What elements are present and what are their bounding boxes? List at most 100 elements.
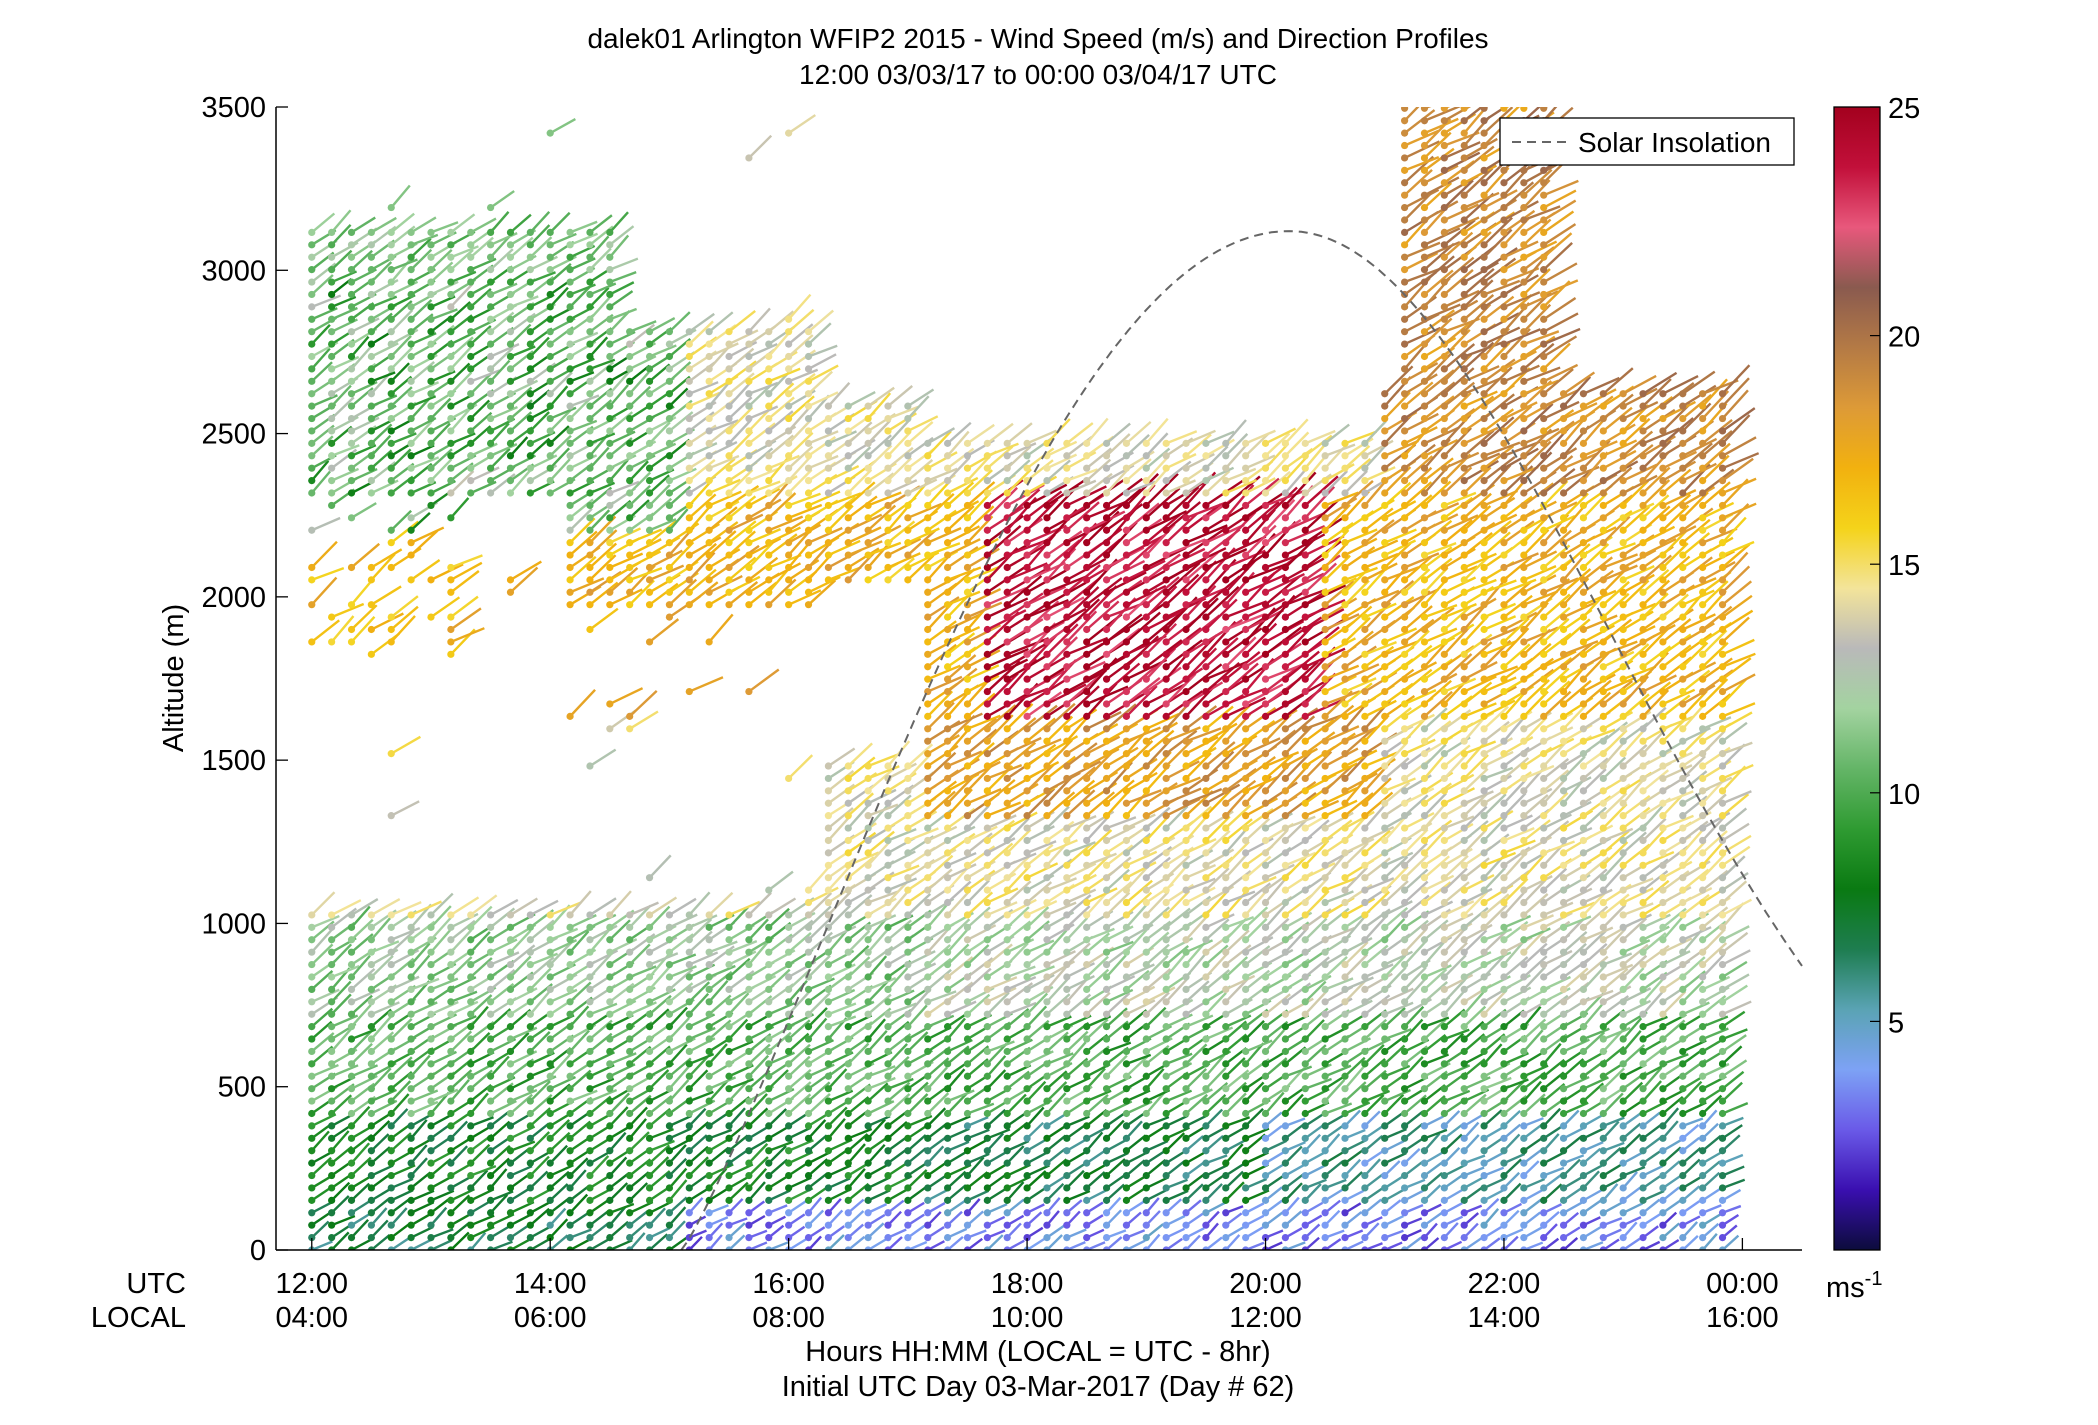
wind-barb-shaft [648,896,678,916]
wind-barb-dot [645,476,654,485]
wind-barb-dot [526,328,534,336]
wind-barb-dot [1063,923,1071,931]
wind-barb-dot [367,601,375,609]
wind-barb-dot [566,241,574,249]
wind-barb-dot [308,1047,316,1056]
wind-barb-dot [427,439,435,447]
wind-barb-dot [904,936,912,944]
wind-barb-dot [645,414,654,423]
wind-barb-dot [506,1072,515,1080]
wind-barb-dot [486,1035,495,1043]
wind-barb-shaft [489,347,514,370]
wind-barb-dot [447,1097,455,1105]
wind-barb-dot [447,1196,455,1204]
wind-barb-dot [467,241,475,249]
wind-barb-dot [566,427,574,435]
wind-barb-dot [665,365,674,373]
wind-barb-shaft [808,526,843,544]
wind-barb-dot [705,998,713,1006]
wind-barb-shaft [509,323,532,345]
wind-barb-dot [785,1159,793,1167]
wind-barb-shaft [708,419,739,433]
wind-barb-dot [804,1109,813,1118]
wind-barb-dot [566,923,574,931]
wind-barb-dot [1142,452,1150,460]
wind-barb-shaft [787,455,812,482]
wind-barb-dot [785,377,793,385]
wind-barb-dot [1063,452,1071,460]
wind-barb-dot [705,452,713,460]
wind-barb-dot [1063,836,1071,845]
wind-barb-shaft [589,897,617,916]
wind-barb-dot [1063,1171,1071,1180]
wind-barb-dot [447,1159,455,1167]
wind-barb-shaft [310,928,334,953]
wind-barb-dot [1023,613,1031,621]
wind-barb-shaft [470,369,501,383]
wind-barb-dot [645,973,654,981]
wind-barb-shaft [688,951,719,966]
wind-barb-dot [467,1072,475,1080]
wind-barb-dot [963,874,972,882]
wind-barb-dot [725,1221,733,1229]
wind-barb-shaft [688,1145,709,1165]
wind-barb-dot [1162,1109,1170,1118]
wind-barb-dot [705,352,713,361]
wind-barb-dot [427,452,435,460]
wind-barb-dot [506,476,515,485]
wind-barb-dot [1023,464,1031,472]
wind-barb-dot [1023,836,1031,845]
wind-barb-dot [765,514,773,522]
wind-barb-dot [924,824,932,832]
wind-barb-dot [427,1196,435,1204]
wind-barb-shaft [827,566,862,581]
wind-barb-dot [705,427,713,435]
wind-barb-dot [685,936,693,944]
wind-barb-shaft [490,898,519,916]
wind-barb-dot [1122,650,1131,658]
wind-barb-dot [486,1109,495,1118]
wind-barb-dot [486,402,495,410]
wind-barb-dot [943,725,952,733]
wind-barb-dot [407,315,415,323]
wind-barb-dot [665,1072,674,1080]
wind-barb-dot [387,923,395,931]
wind-barb-dot [963,1184,972,1192]
wind-barb-dot [1162,1085,1170,1093]
wind-barb-dot [1122,588,1131,596]
wind-barb-shaft [569,507,593,532]
wind-barb-dot [308,303,316,311]
wind-barb-dot [1142,1023,1150,1031]
wind-barb-dot [308,1010,316,1018]
wind-barb-dot [785,948,793,956]
wind-barb-dot [943,1060,952,1068]
wind-barb-shaft [569,1193,589,1214]
wind-barb-dot [546,1209,554,1217]
wind-barb-dot [824,427,832,435]
wind-barb-dot [308,1184,316,1192]
wind-barb-dot [1102,576,1111,584]
wind-barb-dot [447,650,455,658]
wind-barb-dot [427,390,435,398]
wind-barb-shaft [430,308,458,321]
wind-barb-dot [506,948,515,956]
wind-barb-dot [665,973,674,981]
wind-barb-dot [1043,799,1051,807]
wind-barb-dot [924,1060,932,1068]
wind-barb-dot [884,936,892,944]
wind-barb-dot [824,861,832,869]
wind-barb-shaft [310,540,338,569]
wind-barb-shaft [549,1119,571,1140]
wind-barb-shaft [648,966,671,991]
wind-barb-dot [1142,886,1150,894]
wind-barb-dot [586,464,594,472]
wind-barb-dot [685,1221,693,1229]
wind-barb-dot [1043,675,1051,683]
wind-barb-dot [983,960,991,969]
wind-barb-dot [924,1196,932,1204]
wind-barb-shaft [390,1177,414,1190]
wind-barb-dot [626,1221,634,1229]
wind-barb-shaft [807,864,832,891]
wind-barb-dot [427,328,435,336]
wind-barb-dot [924,638,932,646]
